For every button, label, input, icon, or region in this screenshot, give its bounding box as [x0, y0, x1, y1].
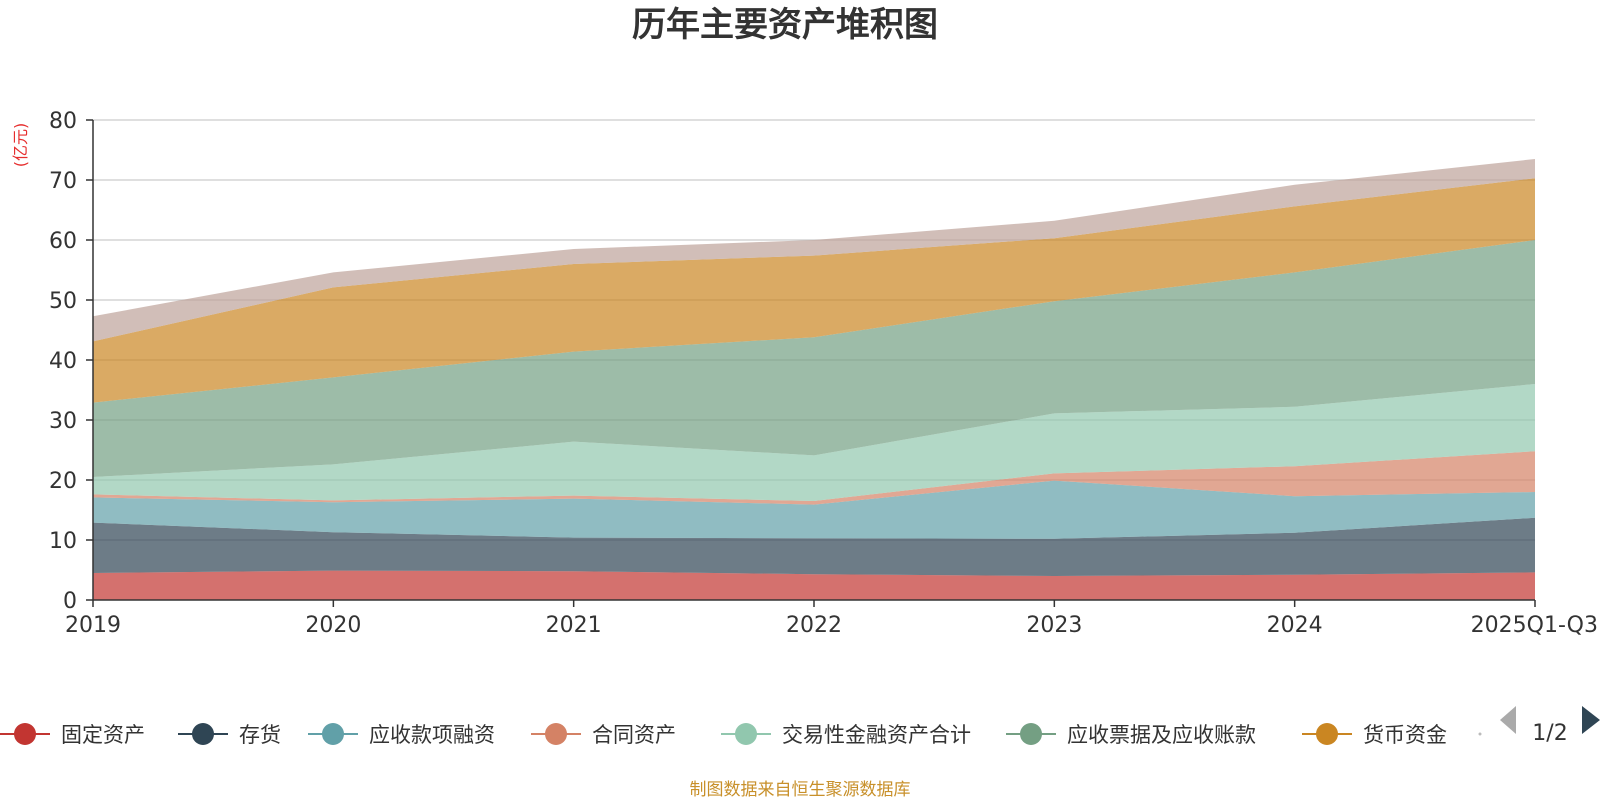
y-tick-label: 10	[49, 529, 77, 554]
legend-item[interactable]: 存货	[178, 723, 281, 747]
legend-label: 交易性金融资产合计	[782, 723, 971, 747]
y-tick-label: 30	[49, 409, 77, 434]
legend-overflow-dot	[1478, 732, 1482, 736]
legend-marker	[192, 723, 214, 745]
legend-marker	[545, 723, 567, 745]
y-tick-labels: 0 10 20 30 40 50 60 70 80	[49, 109, 77, 614]
legend-page-indicator: 1/2	[1532, 721, 1567, 746]
legend-marker	[1316, 723, 1338, 745]
area-series	[93, 384, 1535, 501]
legend-marker	[322, 723, 344, 745]
y-axis-unit: (亿元)	[11, 123, 30, 168]
x-tick-label: 2024	[1267, 613, 1323, 638]
x-tick-label: 2019	[65, 613, 121, 638]
x-tick-label: 2021	[546, 613, 602, 638]
legend-item[interactable]: 交易性金融资产合计	[721, 723, 971, 747]
data-source-note: 制图数据来自恒生聚源数据库	[690, 780, 911, 800]
area-series	[93, 240, 1535, 477]
y-tick-label: 80	[49, 109, 77, 134]
legend-prev-arrow-icon[interactable]	[1500, 706, 1516, 734]
legend-item[interactable]: 合同资产	[531, 723, 676, 747]
x-tick-label: 2023	[1026, 613, 1082, 638]
x-tick-labels: 2019 2020 2021 2022 2023 2024 2025Q1-Q3	[65, 600, 1598, 638]
area-series	[93, 517, 1535, 576]
legend-label: 货币资金	[1363, 723, 1447, 747]
y-tick-label: 0	[63, 589, 77, 614]
legend-marker	[14, 723, 36, 745]
legend-marker	[1020, 723, 1042, 745]
x-tick-label: 2025Q1-Q3	[1471, 613, 1598, 638]
legend-label: 固定资产	[61, 723, 145, 747]
legend-item[interactable]: 固定资产	[0, 723, 145, 747]
legend-marker	[735, 723, 757, 745]
legend: 固定资产 存货 应收款项融资 合同资产 交易性金融资产合计 应收票据及应收账款 货币资金	[0, 723, 1482, 747]
legend-item[interactable]: 应收票据及应收账款	[1006, 723, 1256, 747]
legend-item[interactable]: 应收款项融资	[308, 723, 495, 747]
legend-label: 应收票据及应收账款	[1067, 723, 1256, 747]
legend-pager: 1/2	[1500, 706, 1600, 746]
y-tick-label: 40	[49, 349, 77, 374]
area-series	[93, 480, 1535, 539]
y-tick-label: 70	[49, 169, 77, 194]
legend-next-arrow-icon[interactable]	[1582, 706, 1600, 734]
legend-label: 应收款项融资	[369, 723, 495, 747]
stacked-areas	[93, 159, 1535, 600]
legend-item[interactable]: 货币资金	[1302, 723, 1447, 747]
area-series	[93, 570, 1535, 600]
y-tick-label: 20	[49, 469, 77, 494]
x-tick-label: 2020	[305, 613, 361, 638]
chart-title: 历年主要资产堆积图	[632, 5, 938, 45]
area-series	[93, 178, 1535, 403]
area-series	[93, 159, 1535, 342]
area-series	[93, 451, 1535, 505]
x-tick-label: 2022	[786, 613, 842, 638]
legend-label: 存货	[239, 723, 281, 747]
y-tick-label: 50	[49, 289, 77, 314]
legend-label: 合同资产	[592, 723, 676, 747]
y-tick-label: 60	[49, 229, 77, 254]
